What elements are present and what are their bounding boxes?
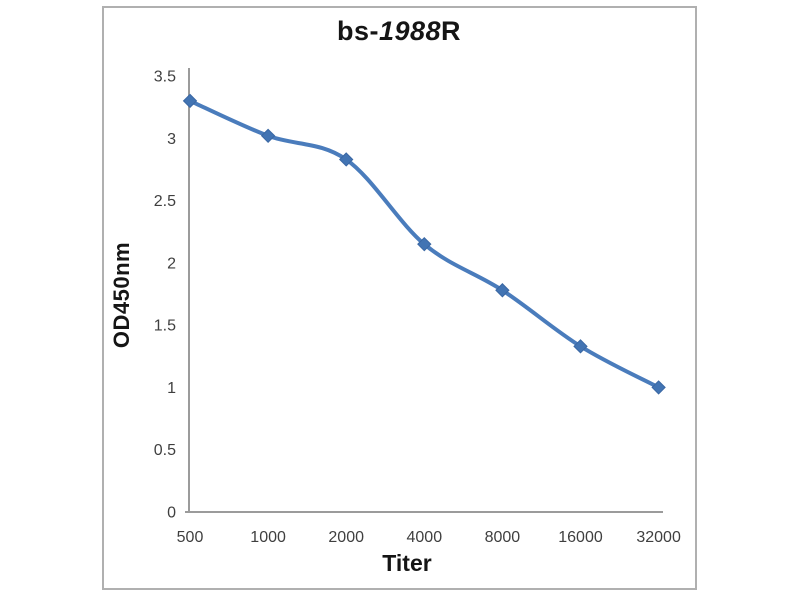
x-tick-label: 16000: [558, 529, 603, 546]
y-tick-label: 1: [167, 380, 176, 397]
x-tick-label: 32000: [636, 529, 681, 546]
data-point-marker: [338, 152, 354, 167]
chart-title: bs-1988R: [337, 16, 461, 47]
chart-title-suffix: R: [441, 16, 462, 46]
chart-title-prefix: bs-: [336, 16, 379, 46]
data-point-marker: [495, 283, 510, 298]
data-point-marker: [651, 380, 666, 395]
x-tick-label: 8000: [485, 529, 521, 546]
y-tick-label: 0.5: [154, 442, 176, 459]
x-tick-label: 500: [177, 529, 204, 546]
x-tick-label: 4000: [407, 529, 443, 546]
data-point-marker: [417, 236, 432, 252]
x-tick-label: 2000: [328, 529, 364, 546]
y-tick-label: 1.5: [154, 318, 176, 335]
y-tick-label: 2.5: [154, 193, 176, 210]
x-axis-title: Titer: [382, 550, 432, 576]
data-point-marker: [260, 128, 276, 144]
y-tick-label: 2: [167, 255, 176, 272]
y-tick-label: 0: [167, 505, 176, 522]
chart-border-frame: [102, 6, 697, 590]
data-point-marker: [182, 93, 198, 109]
y-tick-label: 3: [167, 131, 176, 148]
chart-title-catalog-number: 1988: [378, 16, 442, 46]
data-point-marker: [573, 339, 588, 354]
y-tick-label: 3.5: [154, 69, 176, 86]
x-tick-label: 1000: [250, 529, 286, 546]
